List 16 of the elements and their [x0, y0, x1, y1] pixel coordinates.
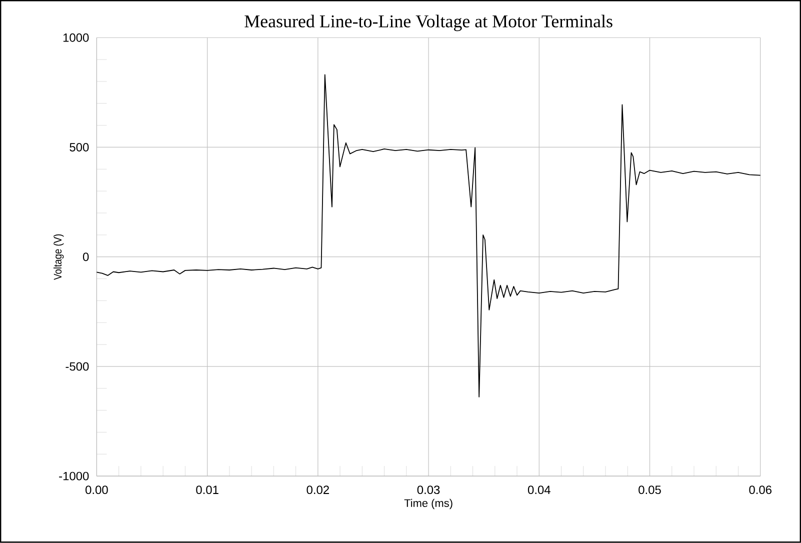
y-tick-label: -500	[66, 362, 89, 371]
x-tick-label: 0.00	[86, 486, 108, 494]
x-tick-label: 0.05	[638, 486, 661, 494]
y-tick-label: 1000	[63, 34, 89, 42]
y-tick-label: 500	[70, 143, 89, 152]
line-series	[96, 74, 761, 398]
y-axis-title: Voltage (V)	[54, 234, 64, 280]
x-tick-label: 0.03	[417, 486, 440, 494]
x-tick-label: 0.02	[306, 486, 329, 494]
chart-title: Measured Line-to-Line Voltage at Motor Terminals	[244, 14, 612, 32]
x-tick-label: 0.04	[528, 486, 550, 494]
x-axis-title: Time (ms)	[404, 499, 452, 510]
x-tick-label: 0.06	[749, 486, 772, 494]
y-tick-label: -1000	[59, 472, 89, 480]
y-tick-label: 0	[82, 252, 89, 262]
x-tick-label: 0.01	[196, 486, 218, 494]
